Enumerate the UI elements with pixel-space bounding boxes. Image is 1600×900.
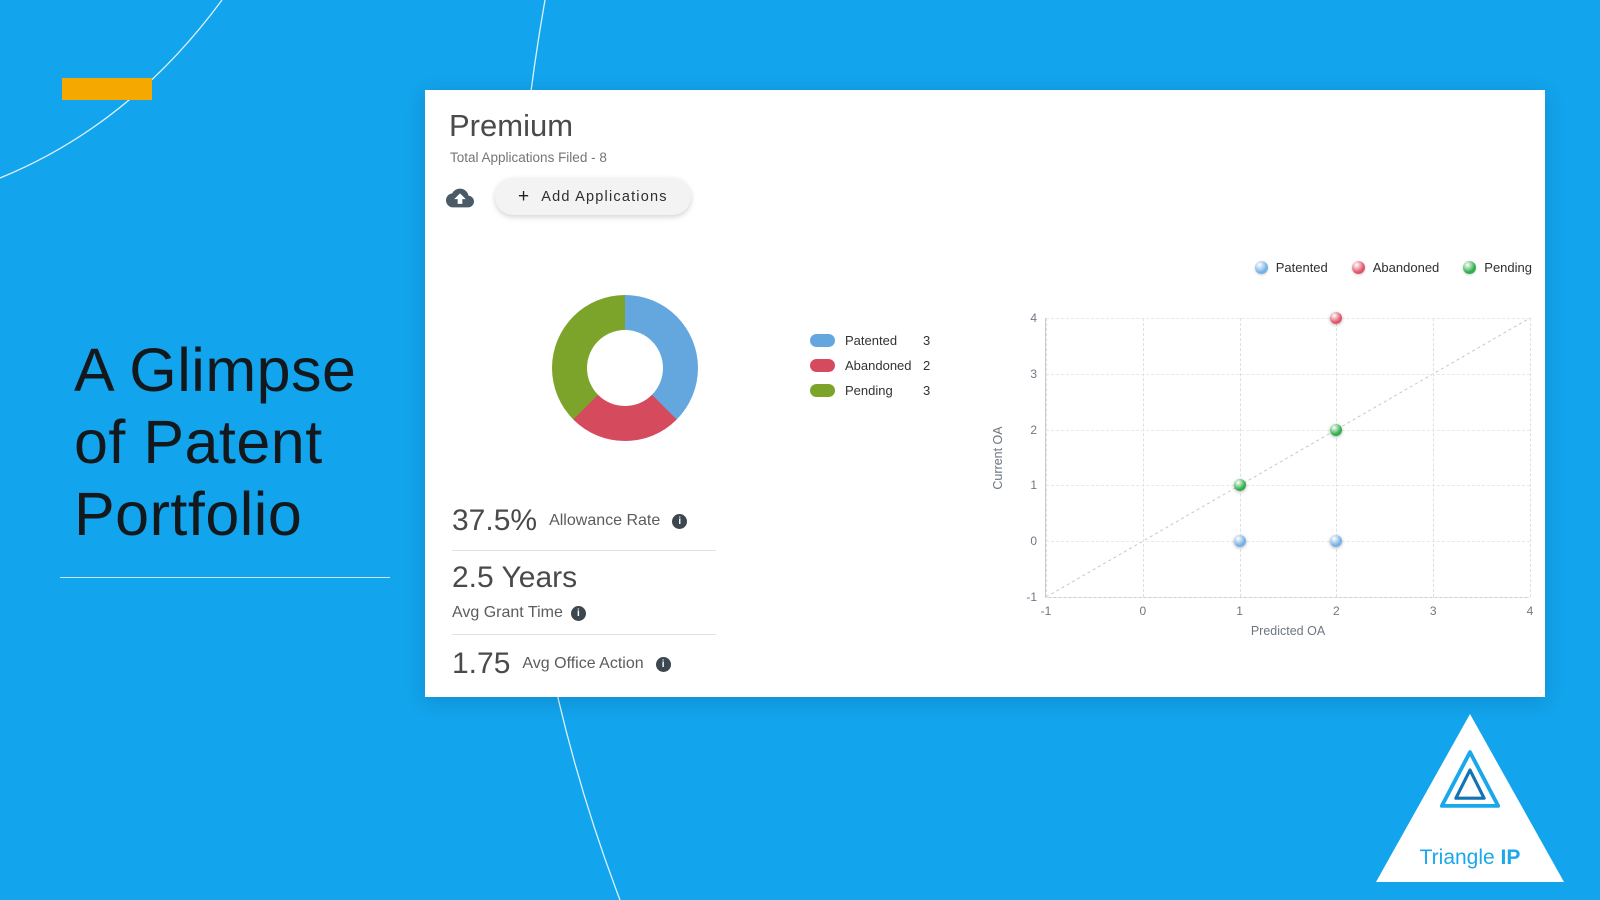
y-gridline [1046, 373, 1530, 375]
legend-count: 3 [923, 383, 931, 398]
legend-label: Pending [1484, 260, 1532, 275]
scatter-point-abandoned [1330, 312, 1343, 324]
logo-text-regular: Triangle [1419, 846, 1495, 869]
y-tick-label: 2 [1030, 422, 1037, 437]
stat-label: Avg Office Action [522, 655, 644, 672]
logo-text: Triangle IP [1376, 846, 1564, 870]
x-tick-label: 4 [1526, 604, 1534, 618]
scatter-legend-item: Patented [1254, 260, 1328, 275]
y-axis-label: Current OA [991, 425, 1005, 490]
y-gridline [1046, 541, 1530, 543]
y-tick-label: 1 [1030, 478, 1037, 493]
title-divider [60, 577, 390, 578]
logo-text-bold: IP [1500, 846, 1521, 869]
total-applications-text: Total Applications Filed - 8 [450, 150, 607, 165]
stat-label: Allowance Rate [549, 512, 661, 529]
title-line-3: Portfolio [74, 480, 303, 548]
legend-label: Pending [845, 383, 893, 398]
y-gridline [1046, 597, 1530, 598]
x-gridline [1530, 318, 1531, 597]
x-tick-label: 2 [1333, 604, 1340, 618]
slide-title: A Glimpse of Patent Portfolio [74, 334, 357, 550]
donut-chart [552, 295, 698, 441]
legend-dot [1463, 261, 1477, 274]
stat-avg-grant-time: 2.5 Years Avg Grant Time i [452, 551, 716, 635]
plus-icon: + [518, 185, 531, 207]
scatter-legend-item: Pending [1463, 260, 1532, 275]
x-tick-label: -1 [1040, 604, 1052, 618]
triangle-ip-logo: Triangle IP [1376, 714, 1564, 882]
add-applications-button[interactable]: + Add Applications [495, 178, 691, 215]
y-tick-label: 4 [1030, 311, 1037, 325]
legend-swatch [810, 384, 835, 397]
scatter-point-patented [1330, 535, 1343, 548]
cloud-upload-icon[interactable] [446, 184, 474, 212]
triangle-ip-mark-icon [1439, 750, 1501, 808]
dashboard-card: Premium Total Applications Filed - 8 + A… [425, 90, 1545, 697]
legend-label: Abandoned [845, 358, 912, 373]
y-gridline [1046, 485, 1530, 487]
plan-title: Premium [449, 108, 574, 143]
stat-avg-office-action: 1.75 Avg Office Action i [452, 635, 716, 681]
legend-dot [1254, 261, 1268, 274]
info-icon[interactable]: i [570, 605, 586, 621]
x-gridline [1142, 318, 1144, 597]
info-icon[interactable]: i [655, 656, 671, 672]
title-line-2: of Patent [74, 408, 323, 476]
y-gridline [1046, 429, 1530, 431]
x-gridline [1433, 318, 1435, 597]
scatter-point-pending [1330, 423, 1343, 436]
x-tick-label: 1 [1236, 604, 1243, 618]
legend-dot [1351, 261, 1365, 274]
x-gridline [1046, 318, 1047, 597]
stat-value: 2.5 Years [452, 561, 578, 594]
stat-label: Avg Grant Time [452, 604, 563, 621]
add-applications-label: Add Applications [541, 188, 668, 205]
diagonal-reference-line [1046, 318, 1530, 597]
stat-value: 1.75 [452, 647, 511, 680]
scatter-legend-item: Abandoned [1351, 260, 1440, 275]
scatter-legend: Patented Abandoned Pending [1254, 260, 1532, 275]
scatter-plot-area: Predicted OA Current OA -1 0 1 2 3 4 -1 0 1 2 3 4 [991, 311, 1533, 638]
x-axis-label: Predicted OA [1250, 624, 1326, 638]
donut-legend-item: Patented 3 [810, 333, 930, 348]
y-tick-label: -1 [1026, 590, 1037, 604]
y-tick-label: 0 [1030, 534, 1037, 549]
legend-count: 2 [923, 358, 931, 373]
donut-hole [587, 330, 663, 406]
scatter-point-patented [1233, 535, 1246, 548]
stat-allowance-rate: 37.5% Allowance Rate i [452, 502, 716, 551]
title-line-1: A Glimpse [74, 336, 357, 404]
donut-legend-item: Abandoned 2 [810, 358, 930, 373]
y-tick-label: 3 [1030, 366, 1037, 381]
legend-swatch [810, 334, 835, 347]
x-tick-label: 0 [1139, 604, 1147, 618]
y-gridline [1046, 318, 1530, 319]
legend-swatch [810, 359, 835, 372]
accent-bar [62, 78, 152, 100]
scatter-point-pending [1233, 479, 1246, 492]
legend-label: Abandoned [1372, 260, 1440, 275]
stat-value: 37.5% [452, 504, 538, 537]
donut-legend-item: Pending 3 [810, 383, 930, 398]
donut-legend: Patented 3 Abandoned 2 Pending 3 [810, 333, 930, 408]
x-gridline [1239, 318, 1241, 597]
legend-count: 3 [923, 333, 931, 348]
stats-panel: 37.5% Allowance Rate i 2.5 Years Avg Gra… [452, 502, 716, 681]
x-tick-label: 3 [1429, 604, 1437, 618]
scatter-chart: Predicted OA Current OA -1 0 1 2 3 4 -1 0 1 2 3 4 [991, 311, 1533, 638]
x-gridline [1336, 318, 1338, 597]
info-icon[interactable]: i [672, 513, 688, 529]
legend-label: Patented [1275, 260, 1328, 275]
legend-label: Patented [845, 333, 898, 348]
